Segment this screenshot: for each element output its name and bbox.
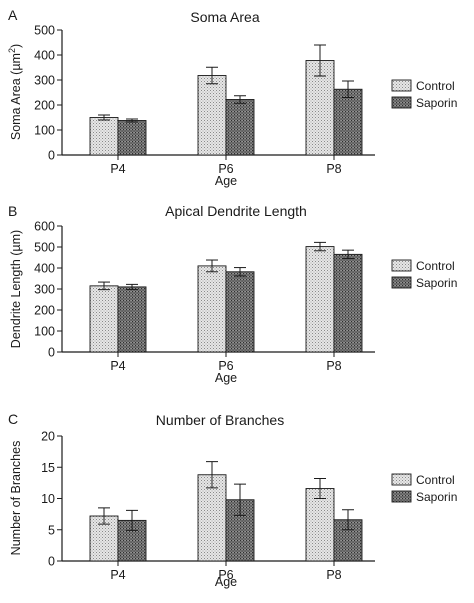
legend-swatch-saporin: [391, 276, 412, 289]
legend: Control Saporin: [391, 473, 457, 504]
legend: Control Saporin: [391, 79, 457, 110]
x-tick-label: P8: [326, 162, 341, 176]
x-axis-label: Age: [215, 371, 237, 385]
y-axis-label: Soma Area (µm2): [7, 44, 23, 140]
x-tick-label: P4: [110, 162, 125, 176]
legend-label-saporin: Saporin: [416, 96, 457, 110]
panel-letter: B: [8, 203, 17, 219]
legend-label-saporin: Saporin: [416, 276, 457, 290]
bar-saporin-p8: [333, 253, 363, 353]
bar-control-p6: [197, 265, 227, 353]
legend-label-saporin: Saporin: [416, 490, 457, 504]
y-tick-label: 400: [34, 49, 55, 63]
y-tick-label: 100: [34, 124, 55, 138]
y-tick-label: 0: [48, 149, 55, 163]
bar-saporin-p6: [225, 99, 255, 156]
y-tick-label: 600: [34, 220, 55, 234]
x-tick-label: P8: [326, 359, 341, 373]
y-tick-label: 200: [34, 99, 55, 113]
y-tick-label: 0: [48, 346, 55, 360]
x-axis-label: Age: [215, 174, 237, 188]
legend-label-control: Control: [416, 473, 455, 487]
y-tick-label: 500: [34, 241, 55, 255]
legend-swatch-control: [391, 473, 412, 486]
x-tick-label: P6: [218, 359, 233, 373]
legend-swatch-saporin: [391, 490, 412, 503]
panel-soma-area: A Soma Area Soma Area (µm2) Age 0 100 200 3…: [7, 7, 457, 188]
bar-control-p4: [89, 117, 119, 156]
y-tick-label: 5: [48, 523, 55, 537]
y-tick-label: 20: [41, 430, 55, 444]
x-tick-label: P6: [218, 162, 233, 176]
legend-label-control: Control: [416, 259, 455, 273]
y-tick-label: 15: [41, 461, 55, 475]
bar-control-p8: [305, 246, 335, 353]
y-axis-label-main: Soma Area (µm: [9, 53, 23, 140]
bar-control-p4: [89, 285, 119, 353]
bar-saporin-p4: [117, 120, 147, 156]
y-tick-label: 300: [34, 283, 55, 297]
y-axis-label: Number of Branches: [9, 441, 23, 556]
y-tick-label: 10: [41, 492, 55, 506]
panel-apical-dendrite-length: B Apical Dendrite Length Dendrite Length…: [8, 203, 457, 385]
panel-letter: A: [8, 7, 18, 23]
legend-swatch-control: [391, 259, 412, 272]
y-tick-label: 500: [34, 24, 55, 38]
y-axis-label-superscript: 2: [7, 48, 17, 53]
x-tick-label: P4: [110, 568, 125, 582]
bar-saporin-p4: [117, 286, 147, 353]
legend-swatch-control: [391, 79, 412, 92]
bar-saporin-p8: [333, 88, 363, 156]
y-tick-label: 200: [34, 304, 55, 318]
x-axis-label: Age: [215, 575, 237, 589]
y-axis-label: Dendrite Length (µm): [9, 230, 23, 348]
bar-control-p8: [305, 488, 335, 562]
y-tick-label: 300: [34, 74, 55, 88]
y-tick-label: 400: [34, 262, 55, 276]
plot-area: 0 100 200 300 400 500 P4 P6 P8: [34, 24, 375, 176]
bar-control-p6: [197, 75, 227, 156]
y-tick-label: 100: [34, 325, 55, 339]
plot-area: 0 5 10 15 20 P4 P6 P8: [41, 430, 375, 582]
chart-title: Number of Branches: [156, 412, 284, 428]
y-tick-label: 0: [48, 555, 55, 569]
panel-letter: C: [8, 411, 18, 427]
panel-number-of-branches: C Number of Branches Number of Branches …: [8, 411, 457, 589]
legend-swatch-saporin: [391, 96, 412, 109]
x-tick-label: P8: [326, 568, 341, 582]
y-axis-label-close: ): [9, 44, 23, 48]
chart-title: Soma Area: [190, 9, 259, 25]
x-tick-label: P4: [110, 359, 125, 373]
x-tick-label: P6: [218, 568, 233, 582]
bar-saporin-p6: [225, 271, 255, 353]
plot-area: 0 100 200 300 400 500 600 P4 P6 P8: [34, 220, 375, 373]
chart-title: Apical Dendrite Length: [165, 203, 307, 219]
legend: Control Saporin: [391, 259, 457, 290]
legend-label-control: Control: [416, 79, 455, 93]
bar-control-p6: [197, 474, 227, 562]
